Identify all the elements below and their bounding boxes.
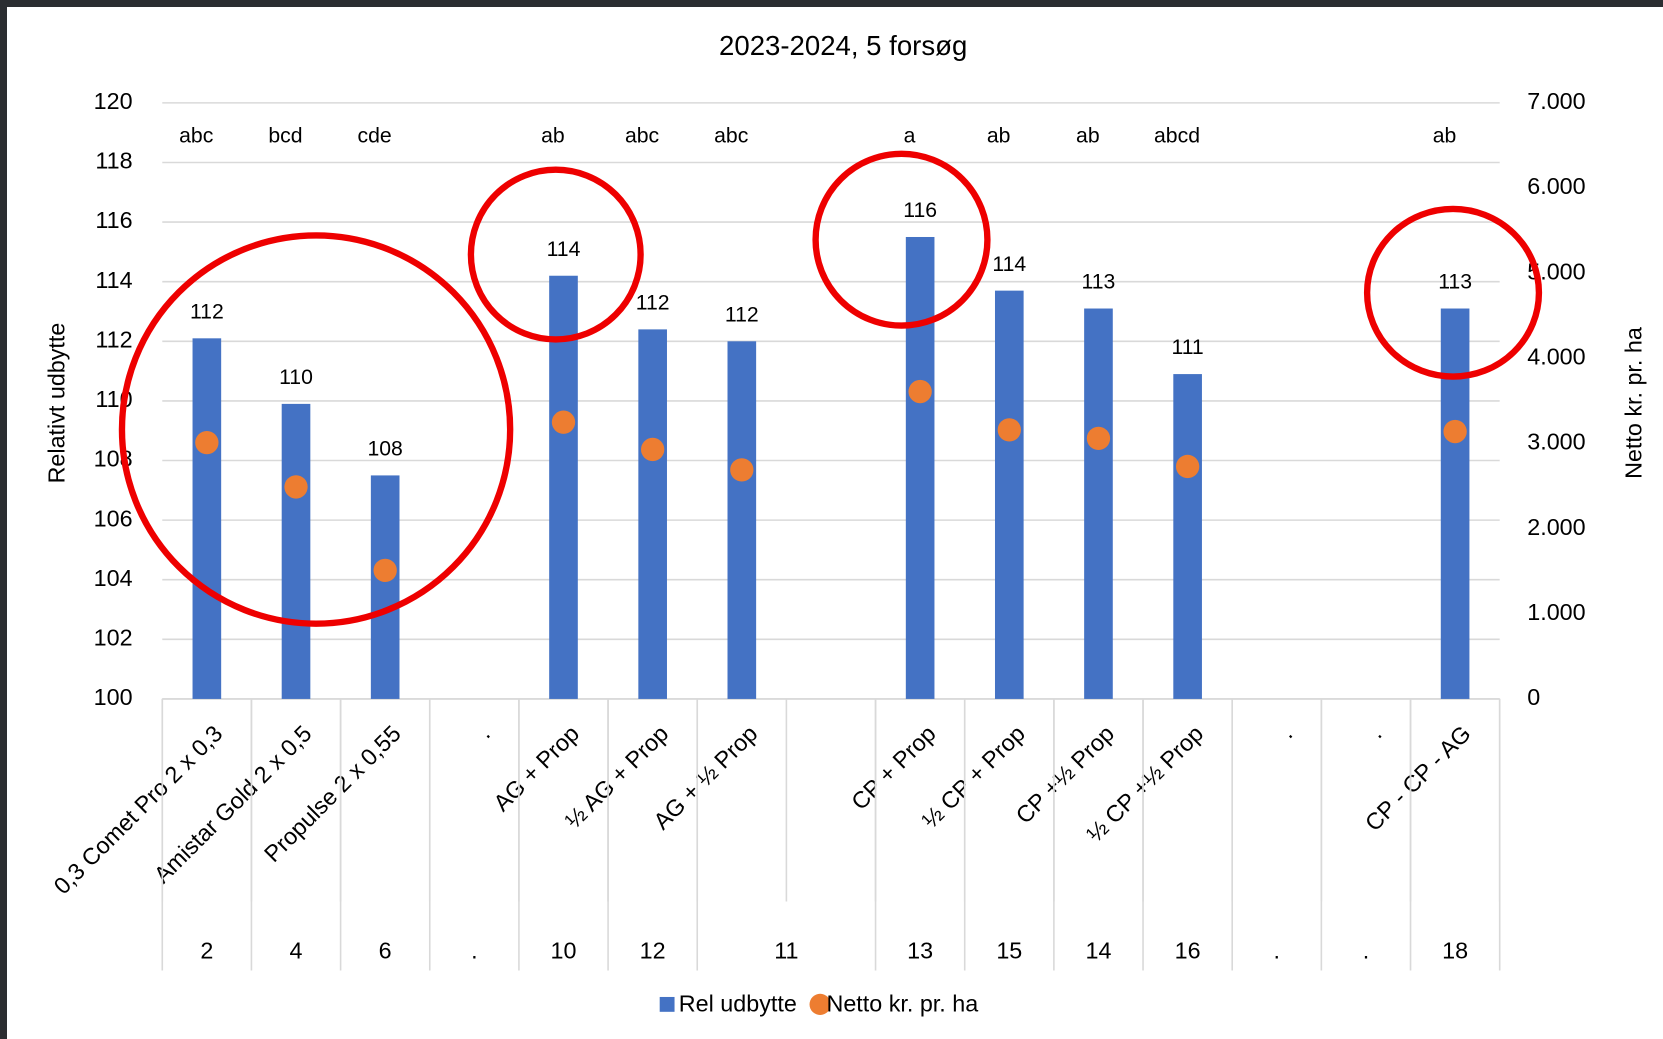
group-label: 6 [379,938,392,964]
dot [640,437,665,462]
dot [373,558,397,583]
bar [994,290,1024,699]
dot [908,379,932,404]
y2-tick-label: 2.000 [1527,514,1585,540]
letter-label: abc [179,124,214,147]
group-label: 13 [907,938,933,964]
letter-label: abc [714,124,749,147]
chart-title: 2023-2024, 5 forsøg [719,30,967,61]
bar [192,338,222,699]
dot [195,430,219,455]
y2-tick-label: 4.000 [1527,343,1585,369]
y2-axis-label: Netto kr. pr. ha [1621,327,1647,479]
highlight-circle [118,232,514,627]
letter-label: a [904,124,916,147]
data-label: 112 [190,300,224,323]
data-label: 111 [1172,336,1204,359]
legend-swatch [659,996,675,1012]
data-label: 110 [279,366,313,389]
dot [1175,454,1200,479]
group-label: 12 [640,938,666,964]
group-label: . [1274,938,1280,964]
y-tick-label: 104 [94,565,133,591]
y-tick-label: 116 [95,207,132,233]
data-label: 114 [992,253,1026,276]
legend-swatch [809,993,831,1015]
y2-tick-label: 0 [1527,684,1540,710]
dot [1086,426,1111,451]
letter-label: ab [987,124,1011,147]
highlight-circle [1363,205,1543,380]
y-tick-label: 112 [95,326,132,352]
data-label: 113 [1438,271,1472,294]
group-label: 11 [774,938,798,964]
legend-label: Rel udbytte [679,991,797,1017]
y-tick-label: 120 [94,88,133,114]
data-label: 108 [367,438,402,461]
data-label: 116 [903,199,937,222]
group-label: 18 [1442,938,1468,964]
y-tick-label: 100 [94,684,133,710]
group-label: 10 [551,938,577,964]
dot [284,475,308,499]
bar [1173,374,1202,699]
data-label: 112 [725,303,759,326]
letter-label: ab [1433,124,1457,147]
data-label: 114 [547,238,581,261]
y-axis-label: Relativt udbytte [43,323,69,484]
bar [370,475,400,699]
y-tick-label: 102 [94,624,133,650]
y2-tick-label: 3.000 [1527,429,1585,455]
letter-label: ab [541,124,565,147]
group-label: . [471,938,477,964]
group-label: 14 [1085,938,1111,964]
data-label: 112 [636,292,670,315]
dot [551,410,576,434]
data-label: 113 [1082,271,1116,294]
dot [730,458,754,482]
legend-label: Netto kr. pr. ha [826,991,978,1017]
group-label: 4 [290,938,303,964]
y-tick-label: 106 [94,505,133,531]
y-tick-label: 114 [95,267,132,293]
group-label: 16 [1175,938,1201,964]
y-tick-label: 118 [95,148,132,174]
letter-label: ab [1076,124,1100,147]
letter-label: bcd [268,124,302,147]
bar [1440,308,1470,699]
group-label: . [1363,938,1369,964]
letter-label: abcd [1154,124,1200,147]
highlight-circle [812,150,991,329]
group-label: 2 [200,938,213,964]
bar [549,275,578,699]
bar [638,329,667,699]
group-label: 15 [996,938,1022,964]
y2-tick-label: 6.000 [1527,173,1585,199]
y2-tick-label: 7.000 [1527,88,1585,114]
dot [1443,419,1467,444]
bar [1084,308,1113,699]
bar [727,341,757,699]
bar [905,236,935,699]
dot [997,418,1021,442]
bar [281,403,311,699]
letter-label: cde [357,124,391,147]
highlight-circle [467,166,644,343]
y2-tick-label: 1.000 [1527,599,1585,625]
letter-label: abc [625,124,660,147]
